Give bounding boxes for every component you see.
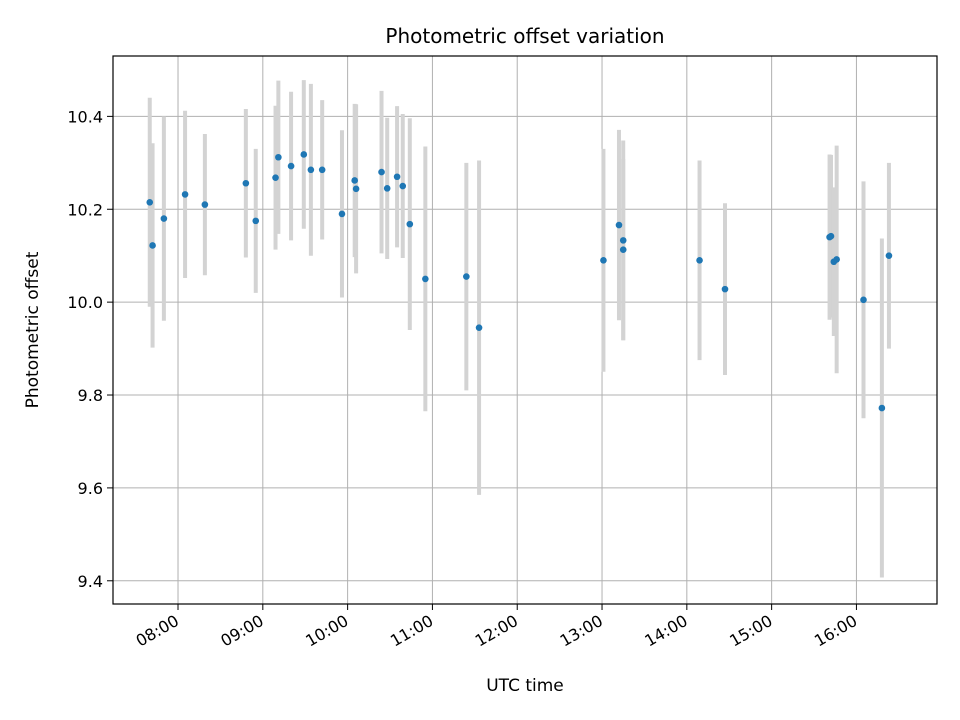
data-points [146,151,893,412]
data-point [619,237,627,244]
data-point [827,232,835,240]
y-tick-label: 9.8 [78,386,103,405]
data-point [378,168,385,176]
x-tick-label: 15:00 [726,611,775,651]
y-tick-label: 10.2 [67,200,103,219]
data-point [351,177,358,184]
x-tick-label: 16:00 [811,611,860,651]
data-point [833,256,840,263]
x-tick-label: 12:00 [472,611,521,651]
data-point [272,174,279,181]
data-point [275,153,282,161]
x-axis: 08:00 09:00 10:00 11:00 12:00 13:00 14:00 15:00… [133,604,860,651]
chart-title: Photometric offset variation [385,24,664,48]
x-tick-label: 09:00 [217,611,266,651]
data-point [352,185,360,193]
x-tick-label: 14:00 [641,611,690,651]
y-tick-label: 10.0 [67,293,103,312]
data-point [399,182,407,190]
data-point [475,324,483,331]
data-point [696,257,703,264]
y-tick-label: 9.4 [78,572,103,591]
x-tick-label: 08:00 [133,611,182,651]
data-point [422,275,429,283]
data-point [201,201,209,208]
errorbars [147,80,891,578]
data-point [300,151,308,158]
data-point [149,242,156,249]
data-point [318,166,326,174]
data-point [615,221,623,229]
data-point [600,257,607,264]
data-point [383,185,391,192]
data-point [252,217,260,225]
x-axis-label: UTC time [486,676,564,696]
y-tick-label: 9.6 [78,479,103,498]
data-point [160,215,168,222]
data-point [463,273,470,280]
data-point [393,173,401,181]
y-axis-label: Photometric offset [23,251,43,408]
x-tick-label: 11:00 [387,611,436,651]
plot-frame [112,55,938,605]
data-point [721,285,729,293]
data-point [307,166,315,174]
data-point [287,162,295,170]
data-point [146,198,154,206]
data-point [885,252,893,259]
grid [113,56,937,604]
data-point [406,220,414,228]
data-point [619,246,627,253]
data-point [242,179,250,187]
data-point [338,210,346,218]
data-point [860,296,867,304]
data-point [878,404,886,412]
y-tick-label: 10.4 [67,107,103,126]
x-tick-label: 13:00 [557,611,606,651]
y-axis: 9.4 9.6 9.8 10.0 10.2 10.4 [67,107,113,591]
x-tick-label: 10:00 [302,611,351,651]
data-point [181,191,189,198]
